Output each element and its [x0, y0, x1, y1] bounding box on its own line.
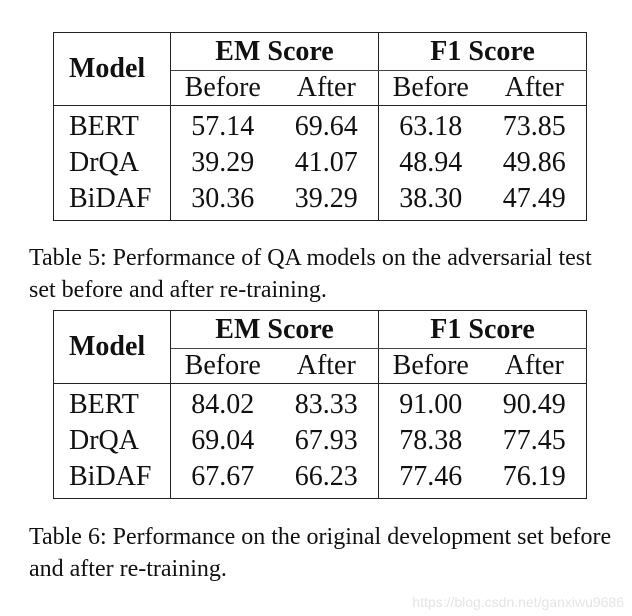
- table-row: BiDAF 67.67 66.23 77.46 76.19: [53, 459, 588, 499]
- model-name-cell: BERT: [53, 105, 171, 145]
- f1-after-cell: 73.85: [482, 105, 588, 145]
- results-table-5: Model EM Score F1 Score Before After Bef…: [53, 32, 588, 221]
- results-table-6: Model EM Score F1 Score Before After Bef…: [53, 310, 588, 499]
- model-column-header: Model: [53, 32, 171, 106]
- table-row: BERT 84.02 83.33 91.00 90.49: [53, 383, 588, 423]
- f1-before-header: Before: [378, 348, 483, 384]
- table-row: DrQA 69.04 67.93 78.38 77.45: [53, 423, 588, 459]
- f1-before-cell: 78.38: [399, 425, 463, 456]
- table-5-caption: Table 5: Performance of QA models on the…: [29, 245, 592, 303]
- f1-after-cell: 47.49: [482, 181, 588, 221]
- em-after-header: After: [274, 70, 380, 106]
- f1-before-cell: 38.30: [378, 181, 483, 221]
- f1-after-cell: 76.19: [482, 459, 588, 499]
- f1-before-cell: 63.18: [399, 111, 463, 142]
- f1-after-header: After: [482, 348, 588, 384]
- model-name-cell: BERT: [53, 383, 171, 423]
- em-before-cell: 69.04: [191, 425, 255, 456]
- model-name-cell: DrQA: [53, 145, 171, 181]
- table-6-caption: Table 6: Performance on the original dev…: [29, 524, 612, 582]
- f1-before-cell: 77.46: [378, 459, 483, 499]
- model-column-header: Model: [53, 310, 171, 384]
- f1-before-cell: 48.94: [399, 147, 463, 178]
- em-before-cell: 67.67: [170, 459, 275, 499]
- f1-after-cell: 49.86: [482, 145, 588, 181]
- f1-after-cell: 77.45: [482, 423, 588, 459]
- f1-after-header: After: [482, 70, 588, 106]
- model-name-cell: BiDAF: [53, 181, 171, 221]
- em-before-header: Before: [170, 348, 275, 384]
- em-before-cell: 39.29: [191, 147, 255, 178]
- f1-before-cell: 91.00: [399, 389, 463, 420]
- f1-score-header: F1 Score: [378, 310, 588, 349]
- em-after-cell: 41.07: [274, 145, 380, 181]
- model-name-cell: DrQA: [53, 423, 171, 459]
- em-score-header: EM Score: [170, 310, 380, 349]
- em-before-cell: 84.02: [191, 389, 255, 420]
- em-after-cell: 69.64: [274, 105, 380, 145]
- em-before-cell: 30.36: [170, 181, 275, 221]
- f1-after-cell: 90.49: [482, 383, 588, 423]
- em-score-header: EM Score: [170, 32, 380, 71]
- em-after-cell: 66.23: [274, 459, 380, 499]
- em-after-cell: 67.93: [274, 423, 380, 459]
- watermark: https://blog.csdn.net/ganxiwu9686: [412, 594, 624, 610]
- em-after-header: After: [274, 348, 380, 384]
- em-before-header: Before: [170, 70, 275, 106]
- table-row: BERT 57.14 69.64 63.18 73.85: [53, 105, 588, 145]
- f1-score-header: F1 Score: [378, 32, 588, 71]
- table-row: BiDAF 30.36 39.29 38.30 47.49: [53, 181, 588, 221]
- em-before-cell: 57.14: [191, 111, 255, 142]
- em-after-cell: 39.29: [274, 181, 380, 221]
- em-after-cell: 83.33: [274, 383, 380, 423]
- model-name-cell: BiDAF: [53, 459, 171, 499]
- table-row: DrQA 39.29 41.07 48.94 49.86: [53, 145, 588, 181]
- f1-before-header: Before: [378, 70, 483, 106]
